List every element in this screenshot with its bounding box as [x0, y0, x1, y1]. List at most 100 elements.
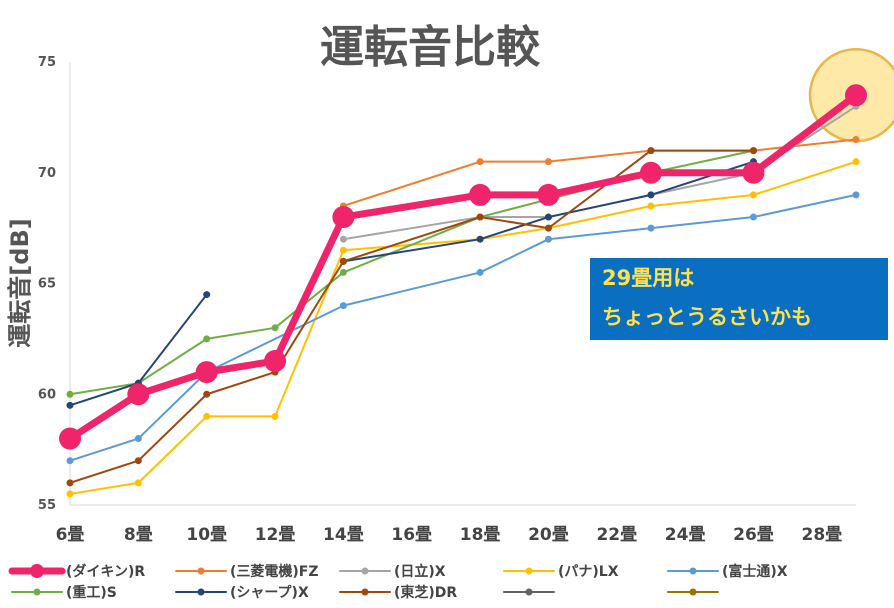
legend-item: (富士通)X [667, 563, 788, 580]
data-point [66, 479, 74, 487]
legend-swatch-marker [197, 588, 205, 596]
series-line [342, 138, 857, 207]
legend-label: (重工)S [66, 584, 117, 601]
legend-swatch-marker [33, 588, 41, 596]
y-tick-label: 70 [38, 166, 56, 181]
data-point [647, 191, 655, 199]
chart-title: 運転音比較 [320, 22, 541, 73]
data-point [647, 202, 655, 210]
annotation-line-2: ちょっとうるさいかも [602, 305, 812, 329]
x-tick-label: 12畳 [255, 525, 296, 545]
data-point [127, 383, 150, 406]
y-tick-label: 60 [38, 387, 56, 402]
legend-item [667, 588, 719, 596]
legend-label: (日立)X [394, 563, 446, 580]
legend-swatch-marker [689, 588, 697, 596]
x-tick-label: 24畳 [665, 525, 706, 545]
data-point [66, 390, 74, 398]
data-point [66, 457, 74, 465]
legend-label: (三菱電機)FZ [230, 563, 319, 580]
legend-swatch-marker [689, 567, 697, 575]
data-point [66, 401, 74, 409]
annotation-box: 29畳用は ちょっとうるさいかも [590, 258, 888, 340]
legend-label: (富士通)X [722, 563, 788, 580]
series-(シャープ)X [66, 291, 211, 409]
data-point [749, 213, 757, 221]
x-tick-label: 22畳 [596, 525, 637, 545]
annotation-background [590, 258, 888, 340]
data-point [852, 158, 860, 166]
data-point [476, 235, 484, 243]
legend-item: (重工)S [11, 584, 117, 601]
legend-swatch-marker [361, 567, 369, 575]
data-point [544, 158, 552, 166]
x-tick-label: 18畳 [460, 525, 501, 545]
data-point [647, 224, 655, 232]
x-tick-label: 26畳 [733, 525, 774, 545]
data-point [845, 84, 867, 107]
y-tick-label: 65 [38, 277, 56, 292]
x-tick-label: 28畳 [801, 525, 842, 545]
data-point [203, 412, 211, 420]
legend-item: (三菱電機)FZ [175, 563, 319, 580]
series-(三菱電機)FZ [339, 136, 860, 210]
legend: (ダイキン)R (三菱電機)FZ (日立)X (パナ)LX (富士通)X (重工)S (シャ… [8, 563, 788, 601]
data-point [134, 479, 142, 487]
series-line [342, 160, 755, 263]
data-point [647, 147, 655, 155]
data-point [339, 268, 347, 276]
legend-label: (ダイキン)R [66, 563, 145, 580]
data-point [339, 235, 347, 243]
data-point [544, 224, 552, 232]
legend-label: (シャープ)X [230, 585, 309, 601]
y-tick-label: 75 [38, 55, 56, 70]
legend-swatch-marker [30, 564, 44, 578]
legend-item: (東芝)DR [339, 584, 457, 601]
data-point [544, 235, 552, 243]
x-tick-label: 8畳 [124, 525, 153, 545]
data-point [749, 147, 757, 155]
data-point [134, 457, 142, 465]
series-line [66, 91, 860, 443]
data-point [639, 161, 662, 184]
data-point [852, 136, 860, 144]
data-point [476, 268, 484, 276]
x-tick-label: 16畳 [391, 525, 432, 545]
data-point [339, 257, 347, 265]
data-point [339, 246, 347, 254]
data-point [332, 206, 355, 229]
axes: 55 60 65 70 75 6畳 8畳 10畳 12畳 14畳 16畳 18畳 20畳 22畳 24畳 26… [38, 55, 856, 545]
data-point [203, 335, 211, 343]
data-point [271, 324, 279, 332]
legend-swatch-marker [525, 588, 533, 596]
data-point [264, 350, 287, 373]
legend-item: (パナ)LX [503, 564, 619, 580]
x-tick-label: 20畳 [528, 525, 569, 545]
data-point [469, 183, 492, 206]
annotation-line-1: 29畳用は [602, 266, 694, 290]
series-(富士通)X [66, 191, 860, 465]
data-point [271, 412, 279, 420]
data-point [203, 291, 211, 299]
data-point [476, 158, 484, 166]
legend-label: (パナ)LX [558, 564, 619, 580]
data-point [476, 213, 484, 221]
series-line [342, 105, 857, 241]
series-(日立)X [339, 102, 860, 243]
x-tick-label: 10畳 [186, 525, 227, 545]
y-axis-label: 運転音[dB] [6, 218, 34, 347]
legend-swatch-marker [361, 588, 369, 596]
data-point [537, 183, 560, 206]
legend-item: (シャープ)X [175, 585, 309, 601]
data-point [134, 435, 142, 443]
legend-item: (日立)X [339, 563, 446, 580]
y-tick-label: 55 [38, 498, 56, 513]
series-(ダイキン)R [59, 84, 867, 450]
series-layer [59, 84, 867, 498]
data-point [195, 361, 218, 384]
data-point [544, 213, 552, 221]
legend-item: (ダイキン)R [8, 563, 145, 580]
data-point [742, 161, 765, 184]
data-point [852, 191, 860, 199]
